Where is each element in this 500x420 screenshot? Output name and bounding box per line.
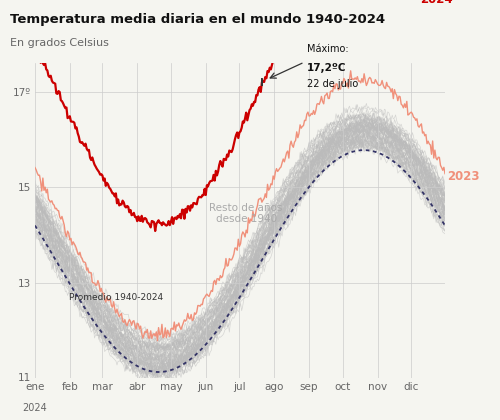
- Text: 2024: 2024: [22, 403, 48, 413]
- Text: Temperatura media diaria en el mundo 1940-2024: Temperatura media diaria en el mundo 194…: [10, 13, 385, 26]
- Text: 11: 11: [18, 373, 31, 383]
- Text: En grados Celsius: En grados Celsius: [10, 38, 109, 48]
- Text: Resto de años
desde 1940: Resto de años desde 1940: [210, 202, 283, 224]
- Text: 2023: 2023: [447, 170, 480, 183]
- Text: 22 de julio: 22 de julio: [307, 79, 358, 89]
- Text: 17,2ºC: 17,2ºC: [307, 63, 346, 73]
- Text: Promedio 1940-2024: Promedio 1940-2024: [68, 293, 163, 302]
- Text: Máximo:: Máximo:: [307, 45, 348, 55]
- Text: 2024: 2024: [420, 0, 453, 6]
